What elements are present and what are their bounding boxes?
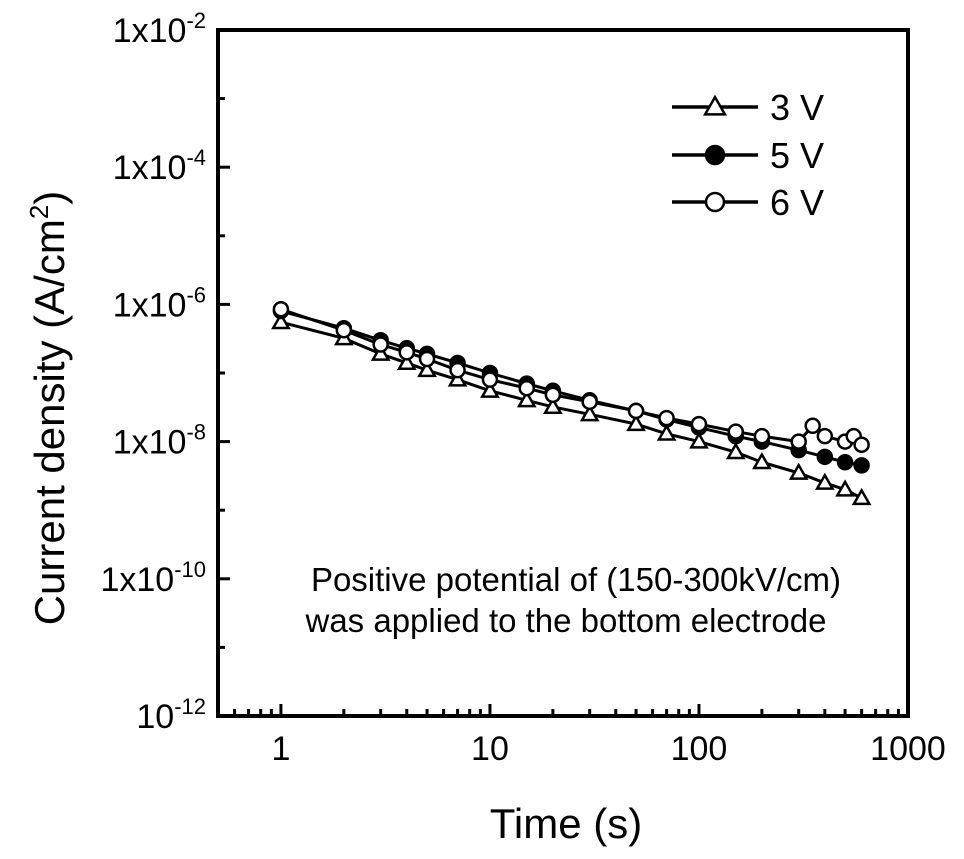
data-point	[449, 361, 466, 379]
data-point	[396, 352, 417, 371]
data-point	[543, 396, 563, 414]
series-line	[280, 320, 863, 500]
x-tick-labels: 1 10 100 1000	[271, 730, 945, 768]
data-point	[816, 427, 834, 445]
x-tick-label: 100	[671, 730, 728, 768]
legend-entry: 6 V	[672, 182, 824, 223]
data-point	[544, 386, 562, 404]
y-tick-label: 1x10-6	[113, 282, 206, 324]
data-point	[370, 343, 391, 361]
data-point	[626, 413, 646, 432]
data-point	[272, 300, 290, 318]
data-point	[725, 442, 746, 460]
x-tick-label: 1000	[870, 730, 946, 768]
legend-label: 3 V	[770, 87, 824, 128]
data-point	[690, 415, 708, 433]
data-point	[579, 404, 600, 422]
data-point	[814, 472, 835, 490]
data-point	[788, 462, 809, 480]
x-tick-label: 1	[271, 730, 290, 768]
data-point	[753, 427, 771, 445]
data-point	[816, 448, 834, 466]
data-point	[581, 393, 598, 411]
data-point	[518, 379, 536, 397]
legend: 3 V 5 V 6 V	[672, 87, 824, 223]
y-tick-label: 1x10-10	[100, 557, 206, 599]
y-tick-labels: 1x10-2 1x10-4 1x10-6 1x10-8 1x10-10 10-12	[100, 8, 206, 736]
data-point	[853, 457, 870, 474]
data-point	[481, 371, 499, 388]
data-point	[271, 311, 291, 330]
data-point	[372, 336, 389, 353]
data-point	[447, 369, 468, 387]
legend-label: 5 V	[770, 135, 824, 176]
data-point	[853, 436, 870, 453]
series	[271, 300, 872, 506]
data-point	[516, 390, 537, 408]
data-point	[480, 380, 500, 398]
y-tick-label: 1x10-2	[113, 8, 206, 50]
series-line	[280, 309, 862, 467]
y-tick-label: 10-12	[136, 694, 206, 736]
data-point	[398, 344, 416, 361]
ticks	[216, 28, 910, 718]
legend-entry: 3 V	[672, 87, 824, 128]
data-point	[656, 423, 677, 441]
y-axis-title: Current density (A/cm2)	[24, 191, 73, 626]
y-tick-label: 1x10-4	[113, 145, 206, 187]
series-3v	[271, 311, 872, 506]
legend-entry: 5 V	[672, 135, 824, 176]
data-point	[417, 359, 437, 378]
y-axis-title-sup: 2	[24, 205, 54, 219]
data-point	[727, 423, 745, 440]
data-point	[689, 431, 709, 449]
data-point	[790, 433, 807, 450]
x-tick-label: 10	[471, 730, 509, 768]
data-point	[658, 409, 675, 427]
annotation-line-1: Positive potential of (150-300kV/cm)	[311, 561, 841, 598]
data-point	[335, 321, 353, 339]
legend-marker	[704, 191, 726, 213]
x-axis-title: Time (s)	[490, 800, 642, 847]
series-line	[280, 307, 863, 446]
annotation-line-2: was applied to the bottom electrode	[305, 602, 827, 639]
data-point	[836, 454, 854, 471]
data-point	[418, 350, 436, 368]
data-point	[835, 479, 855, 497]
series-6v	[272, 300, 870, 453]
legend-marker	[702, 94, 728, 116]
legend-label: 6 V	[770, 182, 824, 223]
y-tick-label: 1x10-8	[113, 420, 206, 462]
legend-marker	[704, 144, 726, 166]
data-point	[752, 452, 772, 470]
series-5v	[272, 302, 870, 474]
data-point	[804, 417, 821, 435]
data-point	[851, 487, 872, 506]
data-point	[627, 402, 645, 420]
